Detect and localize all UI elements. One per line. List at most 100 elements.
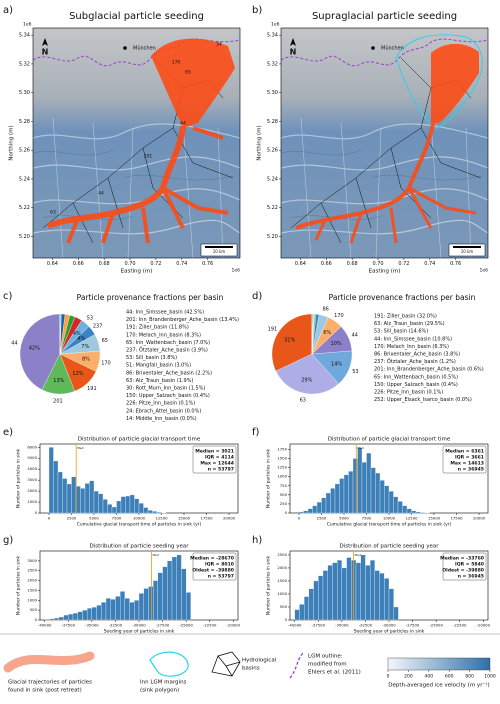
y-tick-label: 1500 [277, 456, 287, 461]
bar [384, 485, 390, 514]
stats-text: IQR = 3661 [455, 455, 484, 461]
slice-label: 191 [87, 386, 97, 392]
stats-text: IQR = 5840 [455, 562, 484, 568]
bar [397, 501, 403, 514]
slice-label: 237 [93, 324, 103, 330]
bar [393, 606, 399, 621]
bar [406, 508, 412, 514]
x-tick-label: 0.76 [450, 261, 461, 267]
median-label: Med [77, 446, 83, 450]
bar [91, 607, 97, 621]
x-tick-label: 0.64 [47, 261, 58, 267]
bar [348, 471, 354, 514]
x-tick-label: 0.76 [202, 261, 213, 267]
bar [125, 495, 131, 514]
legend-entry: 191: Ziller_basin (11.8%) [126, 325, 189, 331]
y-axis-label: Number of particles in sink [266, 448, 272, 508]
axes-frame [32, 27, 241, 259]
x-tick-label: 12500 [155, 516, 168, 521]
x-tick-label: -22500 [203, 623, 217, 628]
key-label: Glacial trajectories of particles [8, 680, 92, 686]
x-tick-label: 0.66 [73, 261, 84, 267]
bar [102, 499, 108, 514]
bar [171, 556, 177, 621]
y-tick-label: 2000 [277, 565, 287, 570]
slice-label: 44 [11, 341, 17, 347]
x-tick-label: 0.64 [295, 261, 306, 267]
y-tick-label: 0 [285, 617, 288, 622]
x-tick-label: -27500 [406, 623, 420, 628]
basin-label: 44 [180, 121, 186, 127]
legend-entry: 65: Inn_Wattenbach_basin (7.0%) [126, 340, 210, 346]
x-tick-label: 12500 [405, 516, 418, 521]
y-tick-label: 6000 [27, 444, 37, 449]
legend-entry: 24: Ebrach_Attel_basin (0.0%) [126, 408, 201, 414]
x-axis-label: Easting (m) [369, 269, 401, 275]
median-label: Med [357, 446, 363, 450]
bar [411, 510, 417, 514]
x-axis-label: Cumulative glacial transport time of par… [327, 522, 452, 528]
y-tick-label: 1750 [277, 446, 287, 451]
colorbar-tick-label: 800 [465, 674, 474, 680]
sink-polygon [395, 34, 483, 129]
x-tick-label: -20000 [227, 623, 241, 628]
bar [339, 478, 345, 514]
bar [379, 572, 385, 621]
bar [318, 575, 324, 621]
bar [63, 614, 69, 621]
x-tick-label: 10000 [133, 516, 146, 521]
legend-entry: 63: Alz_Traun_basin (1.9%) [126, 378, 193, 384]
stats-text: Max = 12644 [200, 461, 234, 467]
bar [116, 500, 122, 514]
stats-box [442, 445, 487, 474]
y-offset-label: 1e6 [271, 22, 280, 28]
chart-title: Distribution of particle glacial transpo… [78, 437, 201, 443]
bar [152, 580, 159, 621]
y-tick-label: 5.32 [19, 61, 30, 67]
median-label: Med [355, 553, 361, 557]
y-tick-label: 0 [285, 510, 288, 515]
pie-slice [19, 313, 61, 390]
x-tick-label: -30000 [132, 623, 146, 628]
stats-text: n = 36945 [458, 467, 484, 473]
x-tick-label: -35000 [85, 623, 99, 628]
bar [119, 591, 126, 621]
bar [93, 490, 99, 514]
x-tick-label: -25000 [179, 623, 193, 628]
bar [129, 494, 135, 514]
y-tick-label: 5.30 [267, 90, 278, 96]
slice-label: 191 [268, 327, 278, 333]
basin-label: 63 [50, 210, 56, 216]
bar [355, 562, 361, 621]
stats-text: Oldest = -39880 [192, 568, 234, 574]
y-tick-label: 500 [280, 604, 288, 609]
bar [71, 476, 77, 514]
x-tick-label: -22500 [453, 623, 467, 628]
chart-title: Supraglacial particle seeding [312, 11, 457, 22]
bar [388, 588, 394, 621]
x-tick-label: 5000 [89, 516, 99, 521]
legend-entry: 150: Upper_Salzach_basin (0.4%) [126, 393, 210, 399]
x-tick-label: -27500 [156, 623, 170, 628]
x-tick-label: 0 [48, 516, 51, 521]
map-a: München N 10 km 34 170 65 44 201 44 63 [33, 28, 240, 258]
colorbar-tick-label: 0 [387, 674, 390, 680]
panel-letter: g) [3, 535, 13, 546]
y-tick-label: 1000 [27, 597, 37, 602]
slice-label: 65 [102, 338, 108, 344]
bar [336, 559, 343, 621]
y-tick-label: 1000 [277, 591, 287, 596]
bar [167, 560, 173, 621]
key-label: Hydrological [242, 658, 277, 664]
place-label: München [381, 46, 404, 52]
y-tick-label: 1500 [27, 587, 37, 592]
bar [75, 486, 81, 514]
pie-slice [271, 313, 313, 372]
colorbar-tick-label: 400 [425, 674, 434, 680]
stats-text: Oldest = -39880 [442, 568, 484, 574]
bar [53, 617, 60, 621]
bar [134, 498, 140, 514]
y-tick-label: 2500 [27, 568, 37, 573]
legend-entry: 201: Inn_Brandenberger_Ache_basin (13.4%… [126, 317, 239, 323]
